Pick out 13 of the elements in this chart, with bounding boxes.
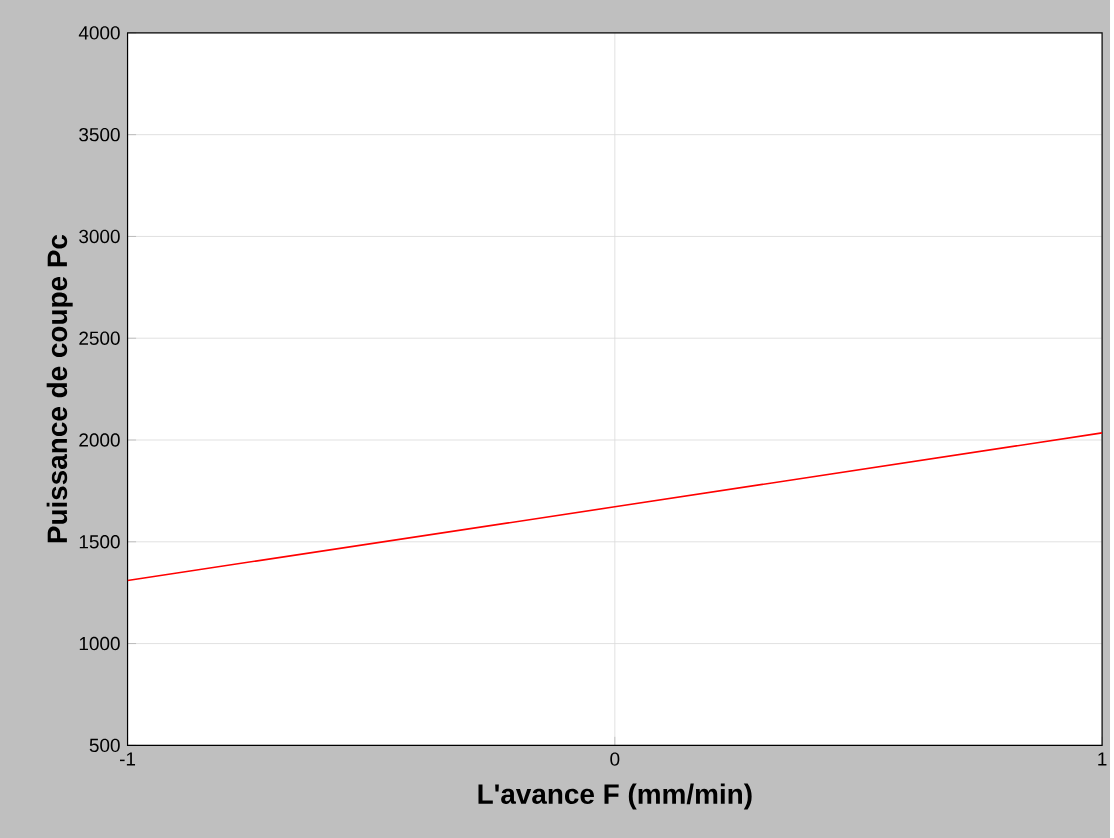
x-axis-title: L'avance F (mm/min) <box>478 783 752 810</box>
y-tick-label: 3000 <box>79 229 120 244</box>
y-tick-label: 500 <box>89 738 120 753</box>
y-axis-title: Puissance de coupe Pc <box>46 234 73 543</box>
y-tick-label: 4000 <box>78 26 120 40</box>
x-tick-label: 0 <box>610 752 620 766</box>
y-tick-label: 1000 <box>79 636 120 651</box>
x-tick-label: 1 <box>1098 752 1107 766</box>
y-tick-label: 2000 <box>79 433 120 447</box>
x-tick-label: -1 <box>119 752 136 766</box>
y-tick-label: 3500 <box>79 127 120 142</box>
y-tick-label: 2500 <box>79 331 120 345</box>
y-tick-label: 1500 <box>79 535 120 549</box>
